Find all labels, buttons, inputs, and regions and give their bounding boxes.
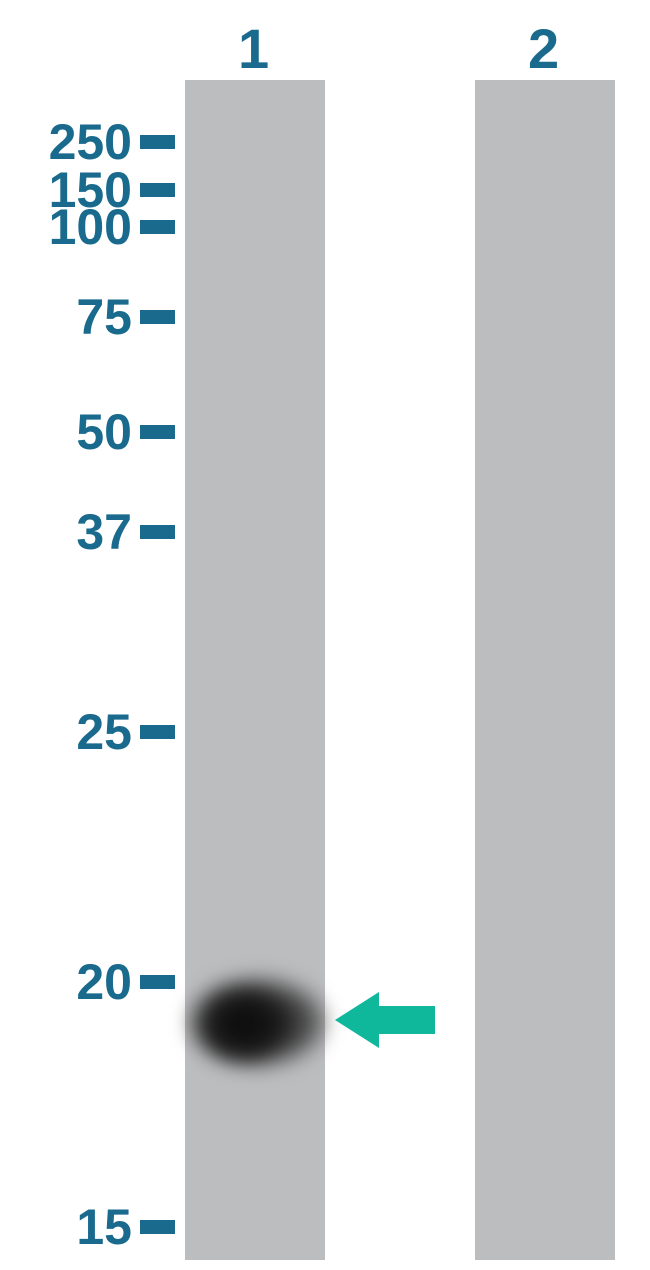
mw-marker-37: 37 — [0, 503, 175, 561]
mw-marker-75: 75 — [0, 288, 175, 346]
mw-marker-25: 25 — [0, 703, 175, 761]
mw-tick-icon — [140, 1220, 175, 1234]
mw-tick-icon — [140, 310, 175, 324]
lane-1-label: 1 — [238, 16, 269, 81]
protein-band-lane-1-core — [200, 990, 285, 1060]
mw-marker-20: 20 — [0, 953, 175, 1011]
lane-2-label: 2 — [528, 16, 559, 81]
mw-tick-icon — [140, 220, 175, 234]
lane-2 — [475, 80, 615, 1260]
mw-tick-icon — [140, 525, 175, 539]
arrow-left-icon — [335, 990, 435, 1050]
lane-2-label-text: 2 — [528, 17, 559, 80]
lane-1-label-text: 1 — [238, 17, 269, 80]
western-blot-figure: 1 2 250 150 100 75 50 37 25 20 15 — [0, 0, 650, 1270]
band-indicator-arrow — [335, 990, 435, 1050]
mw-label-50: 50 — [76, 403, 132, 461]
mw-tick-icon — [140, 135, 175, 149]
mw-tick-icon — [140, 975, 175, 989]
mw-label-75: 75 — [76, 288, 132, 346]
mw-marker-100: 100 — [0, 198, 175, 256]
lane-1 — [185, 80, 325, 1260]
mw-label-25: 25 — [76, 703, 132, 761]
mw-marker-15: 15 — [0, 1198, 175, 1256]
mw-marker-50: 50 — [0, 403, 175, 461]
mw-label-15: 15 — [76, 1198, 132, 1256]
mw-label-100: 100 — [49, 198, 132, 256]
mw-tick-icon — [140, 725, 175, 739]
mw-tick-icon — [140, 183, 175, 197]
mw-label-37: 37 — [76, 503, 132, 561]
mw-tick-icon — [140, 425, 175, 439]
mw-label-20: 20 — [76, 953, 132, 1011]
